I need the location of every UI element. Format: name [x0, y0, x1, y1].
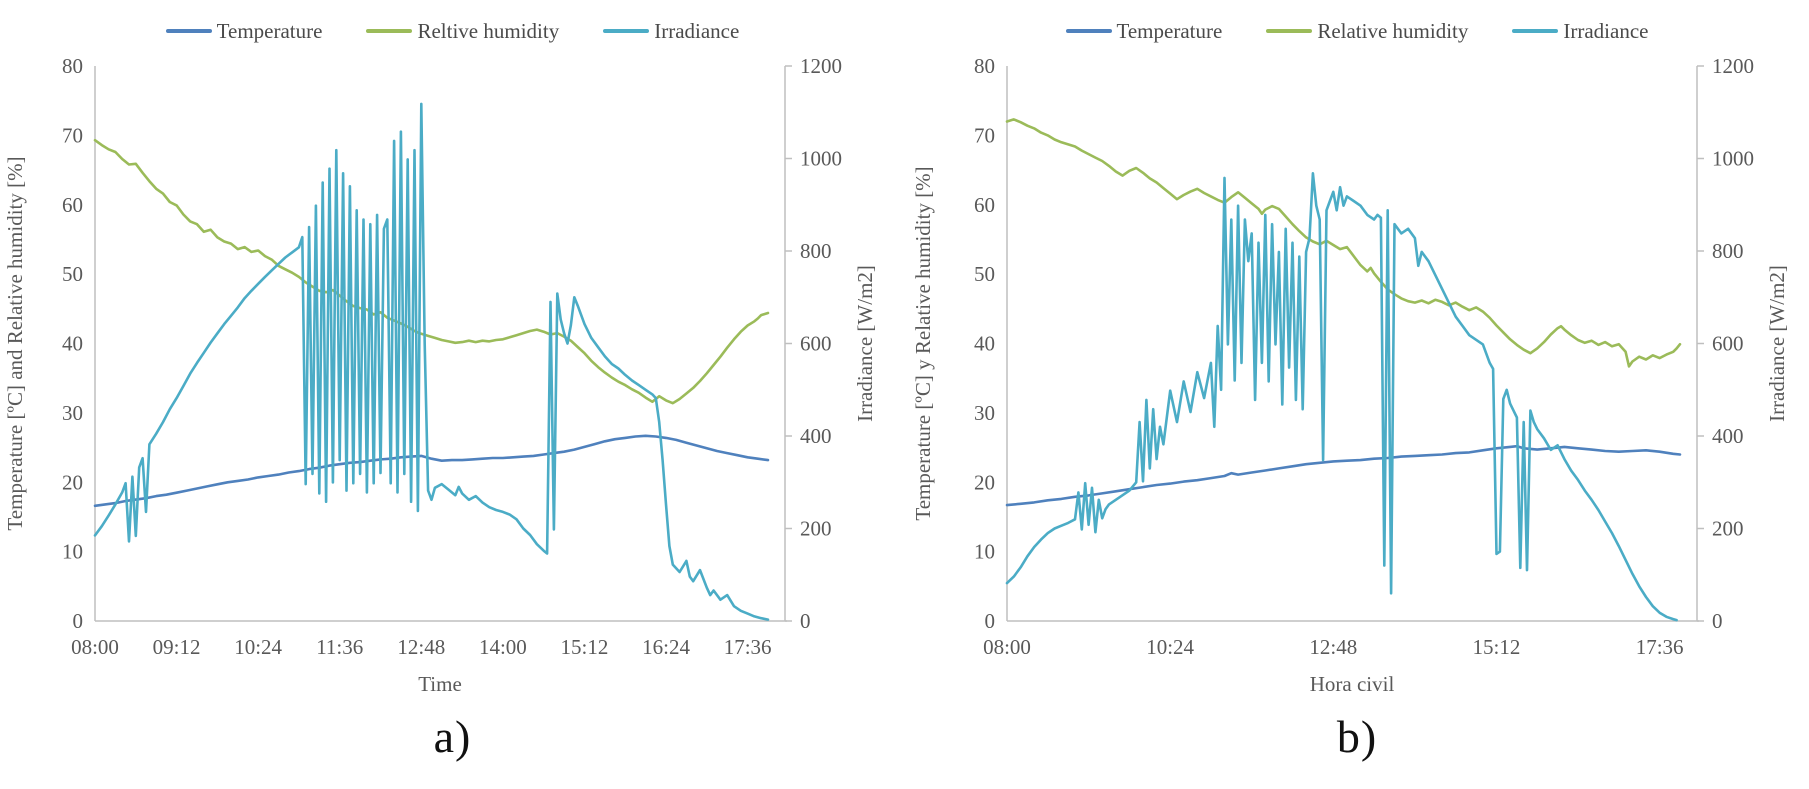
x-tick-label: 15:12 [561, 635, 609, 659]
series-line-temperature [1005, 444, 1682, 507]
x-tick-label: 10:24 [1146, 635, 1194, 659]
chart-panel-a: Temperature Reltive humidity Irradiance … [0, 0, 905, 763]
y-right-tick-label: 1000 [800, 147, 842, 171]
x-tick-label: 15:12 [1473, 635, 1521, 659]
y-right-tick-label: 200 [800, 517, 832, 541]
y-left-tick-label: 20 [974, 470, 995, 494]
humidity-line-swatch [1266, 29, 1313, 33]
legend-label-humidity: Reltive humidity [417, 18, 560, 43]
y-left-tick-label: 50 [974, 262, 995, 286]
y-right-tick-label: 0 [800, 609, 811, 633]
legend-label-humidity: Relative humidity [1317, 18, 1469, 43]
y-left-tick-label: 40 [62, 332, 83, 356]
y-left-tick-label: 30 [974, 401, 995, 425]
x-tick-label: 17:36 [724, 635, 772, 659]
y-left-tick-label: 80 [62, 56, 83, 78]
y-left-axis-title: Temperature [ºC] and Relative humidity [… [3, 156, 27, 530]
x-axis-title: Time [418, 672, 462, 696]
x-tick-label: 16:24 [642, 635, 690, 659]
x-tick-label: 17:36 [1636, 635, 1684, 659]
humidity-line-swatch [366, 29, 413, 33]
x-tick-label: 10:24 [234, 635, 282, 659]
y-left-tick-label: 30 [62, 401, 83, 425]
plot-area-b: 0102030405060708002004006008001000120008… [911, 56, 1789, 696]
caption-b: b) [1336, 711, 1378, 762]
legend-item-humidity: Reltive humidity [366, 19, 559, 44]
y-right-tick-label: 400 [800, 424, 832, 448]
y-right-tick-label: 1000 [1712, 147, 1754, 171]
temperature-line-swatch [165, 29, 212, 33]
y-left-tick-label: 70 [974, 123, 995, 147]
y-left-tick-label: 10 [62, 540, 83, 564]
y-right-tick-label: 1200 [800, 56, 842, 78]
y-right-tick-label: 600 [800, 332, 832, 356]
legend-item-temperature: Temperature [165, 18, 323, 44]
x-tick-label: 12:48 [397, 635, 445, 659]
y-right-tick-label: 400 [1712, 424, 1744, 448]
legend-item-irradiance: Irradiance [1512, 19, 1648, 44]
caption-a: a) [433, 711, 472, 762]
x-axis-title: Hora civil [1310, 672, 1395, 696]
series-line-irradiance [93, 102, 770, 621]
y-left-tick-label: 60 [62, 193, 83, 217]
x-tick-label: 11:36 [316, 635, 363, 659]
legend-item-temperature: Temperature [1065, 18, 1223, 44]
y-right-axis-title: Irradiance [W/m2] [1765, 265, 1789, 422]
x-tick-label: 12:48 [1309, 635, 1357, 659]
legend-a: Temperature Reltive humidity Irradiance [0, 0, 905, 56]
y-left-tick-label: 20 [62, 470, 83, 494]
x-tick-label: 08:00 [71, 635, 119, 659]
legend-item-irradiance: Irradiance [603, 19, 739, 44]
y-left-tick-label: 70 [62, 123, 83, 147]
y-right-tick-label: 800 [1712, 239, 1744, 263]
y-right-tick-label: 200 [1712, 517, 1744, 541]
y-left-tick-label: 0 [985, 609, 996, 633]
series-line-irradiance [1005, 172, 1678, 622]
legend-item-humidity: Relative humidity [1266, 19, 1468, 44]
y-right-axis-title: Irradiance [W/m2] [853, 265, 877, 422]
series-line-relative-humidity [1005, 118, 1682, 368]
y-left-tick-label: 50 [62, 262, 83, 286]
series-line-temperature [93, 434, 770, 508]
x-tick-label: 14:00 [479, 635, 527, 659]
chart-panel-b: Temperature Relative humidity Irradiance… [905, 0, 1809, 789]
y-right-tick-label: 800 [800, 239, 832, 263]
y-left-axis-title: Temperature [ºC] y Relative humidity [%] [911, 166, 935, 520]
irradiance-line-swatch [1512, 29, 1559, 33]
y-right-tick-label: 600 [1712, 332, 1744, 356]
temperature-line-swatch [1065, 29, 1112, 33]
series-line-reltive-humidity [93, 138, 770, 405]
y-left-tick-label: 40 [974, 332, 995, 356]
y-right-tick-label: 0 [1712, 609, 1723, 633]
legend-label-temperature: Temperature [216, 18, 323, 43]
y-left-tick-label: 10 [974, 540, 995, 564]
x-tick-label: 09:12 [153, 635, 201, 659]
legend-label-irradiance: Irradiance [1563, 18, 1649, 43]
y-right-tick-label: 1200 [1712, 56, 1754, 78]
y-left-tick-label: 60 [974, 193, 995, 217]
legend-b: Temperature Relative humidity Irradiance [905, 0, 1809, 56]
plot-area-a: 0102030405060708002004006008001000120008… [3, 56, 877, 696]
legend-label-irradiance: Irradiance [654, 18, 740, 43]
legend-label-temperature: Temperature [1116, 18, 1223, 43]
y-left-tick-label: 0 [73, 609, 84, 633]
y-left-tick-label: 80 [974, 56, 995, 78]
x-tick-label: 08:00 [983, 635, 1031, 659]
irradiance-line-swatch [603, 29, 650, 33]
